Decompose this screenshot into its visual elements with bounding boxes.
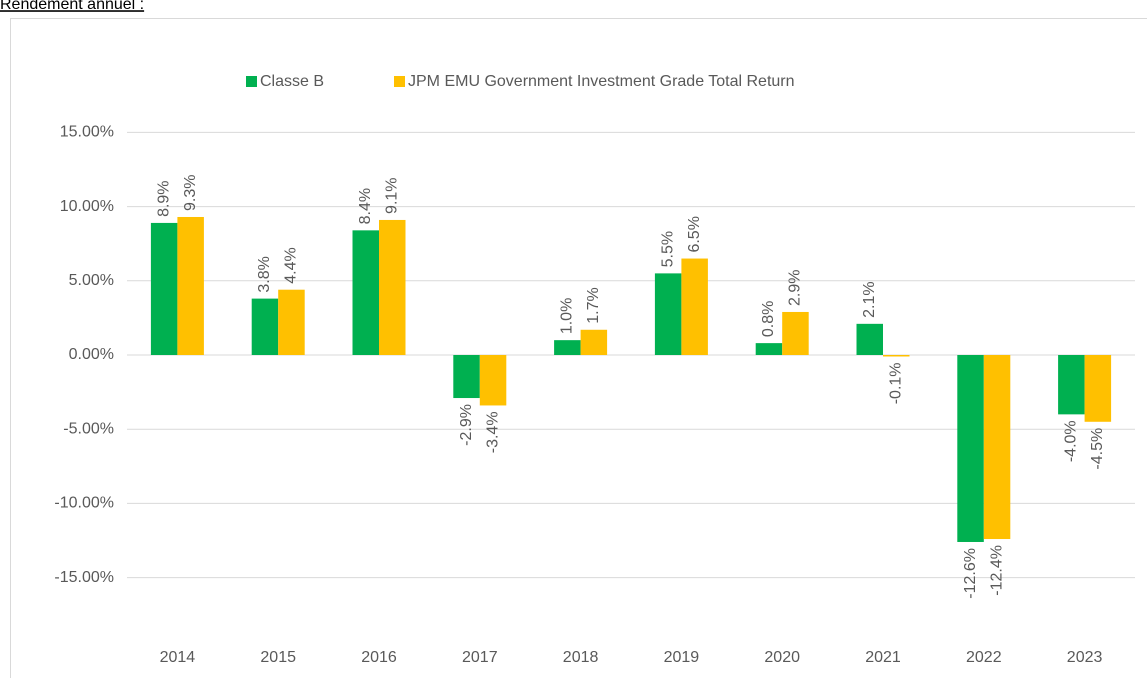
bar [453,355,480,399]
data-label: 3.8% [256,256,273,292]
bar [654,273,682,355]
x-tick-label: 2018 [563,649,599,666]
data-label: 8.4% [357,188,374,224]
bar [554,340,581,355]
data-label: 1.7% [585,287,602,323]
data-label: -12.4% [988,545,1005,596]
legend-label: JPM EMU Government Investment Grade Tota… [408,73,795,90]
bar [755,343,783,355]
bar [1084,355,1112,422]
bar [856,323,883,355]
x-tick-label: 2020 [764,649,800,666]
x-tick-label: 2022 [966,649,1002,666]
x-tick-label: 2021 [865,649,901,666]
data-label: 6.5% [686,216,703,252]
bar [1058,355,1085,415]
x-tick-label: 2019 [664,649,700,666]
bar [479,355,507,406]
data-label: 1.0% [559,298,576,334]
y-tick-label: 0.00% [69,346,114,363]
y-tick-label: -15.00% [54,569,114,586]
y-tick-label: -10.00% [54,495,114,512]
bar [681,258,708,355]
data-label: 4.4% [283,247,300,283]
bar [251,298,279,355]
data-label: 5.5% [659,231,676,267]
x-tick-label: 2015 [260,649,296,666]
data-label: 9.3% [182,175,199,211]
bar [278,289,305,355]
chart-title: Rendement annuel : [0,0,144,13]
y-tick-label: 15.00% [60,124,114,141]
bar [352,230,379,355]
bar [782,311,809,355]
data-label: -4.5% [1089,428,1106,470]
data-label: -12.6% [962,548,979,599]
bar [150,222,178,355]
bar [379,219,406,355]
data-label: -4.0% [1063,420,1080,462]
y-tick-label: 10.00% [60,198,114,215]
data-label: -0.1% [887,362,904,404]
bar [983,355,1011,540]
data-label: -3.4% [484,411,501,453]
data-label: -2.9% [458,404,475,446]
data-label: 9.1% [383,177,400,213]
bar [883,355,910,357]
legend-label: Classe B [260,73,324,90]
bar [580,329,608,355]
data-label: 8.9% [155,180,172,216]
data-label: 2.9% [787,269,804,305]
chart-frame [10,18,1147,678]
data-label: 2.1% [861,281,878,317]
x-tick-label: 2023 [1067,649,1103,666]
y-tick-label: -5.00% [63,420,114,437]
x-tick-label: 2016 [361,649,397,666]
data-label: 0.8% [760,301,777,337]
y-tick-label: 5.00% [69,272,114,289]
x-tick-label: 2017 [462,649,498,666]
legend-swatch [394,76,405,87]
bar [177,216,204,355]
x-tick-label: 2014 [160,649,196,666]
bar [957,355,984,542]
legend-swatch [246,76,257,87]
